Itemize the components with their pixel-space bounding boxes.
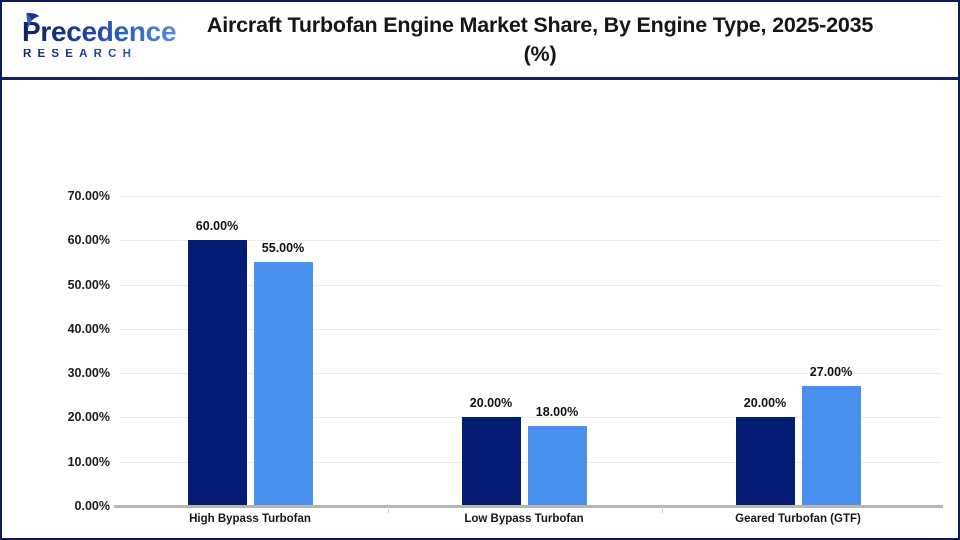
gridline-50	[120, 284, 942, 286]
bar-2035-geared-turbofan[interactable]	[802, 386, 861, 506]
bar-value-2035-geared-turbofan: 27.00%	[809, 365, 853, 379]
page-title: Aircraft Turbofan Engine Market Share, B…	[206, 13, 874, 66]
y-tick-label-70: 70.00%	[67, 189, 110, 203]
gridline-20	[120, 417, 942, 419]
precedence-research-logo[interactable]: Precedence RESEARCH	[16, 10, 176, 68]
bar-value-2025-high-bypass-turbofan: 60.00%	[195, 219, 239, 233]
y-tick-label-10: 10.00%	[67, 454, 110, 469]
x-axis-category-label-low-bypass-turbofan: Low Bypass Turbofan	[464, 513, 584, 525]
gridline-70	[120, 196, 942, 197]
gridline-60	[120, 240, 942, 242]
y-axis: 70.00% 60.00% 50.00% 40.00% 30.00% 20.00…	[2, 80, 110, 538]
bar-2035-high-bypass-turbofan[interactable]	[254, 262, 313, 506]
bar-value-2035-high-bypass-turbofan: 55.00%	[261, 241, 305, 255]
x-axis-tick-2	[662, 506, 663, 513]
leaf-icon	[26, 12, 40, 28]
y-tick-label-0: 0.00%	[74, 499, 110, 513]
bar-value-2035-low-bypass-turbofan: 18.00%	[535, 405, 579, 419]
x-axis-category-label-high-bypass-turbofan: High Bypass Turbofan	[189, 513, 311, 525]
y-tick-label-30: 30.00%	[67, 366, 110, 381]
bar-value-2025-low-bypass-turbofan: 20.00%	[469, 396, 513, 410]
gridline-40	[120, 328, 942, 330]
bar-2035-low-bypass-turbofan[interactable]	[528, 426, 587, 506]
logo-wordmark-text: Precedence	[16, 12, 177, 47]
plot-region: 70.00% 60.00% 50.00% 40.00% 30.00% 20.00…	[2, 80, 958, 538]
bar-2025-low-bypass-turbofan[interactable]	[462, 417, 521, 506]
x-axis-tick-1	[388, 506, 389, 513]
y-tick-label-60: 60.00%	[67, 233, 110, 248]
bar-2025-geared-turbofan[interactable]	[736, 417, 795, 506]
logo-subtitle: RESEARCH	[16, 48, 176, 61]
logo-word: Precedence	[22, 15, 177, 47]
bar-2025-high-bypass-turbofan[interactable]	[188, 240, 247, 506]
y-tick-label-50: 50.00%	[67, 277, 110, 292]
y-tick-label-20: 20.00%	[67, 410, 110, 425]
chart-header: Precedence RESEARCH Aircraft Turbofan En…	[2, 2, 958, 80]
bar-value-2025-geared-turbofan: 20.00%	[743, 396, 787, 410]
x-axis-line	[114, 505, 943, 508]
gridline-30	[120, 373, 942, 375]
y-tick-label-40: 40.00%	[67, 321, 110, 336]
x-axis-category-label-geared-turbofan: Geared Turbofan (GTF)	[735, 513, 861, 525]
